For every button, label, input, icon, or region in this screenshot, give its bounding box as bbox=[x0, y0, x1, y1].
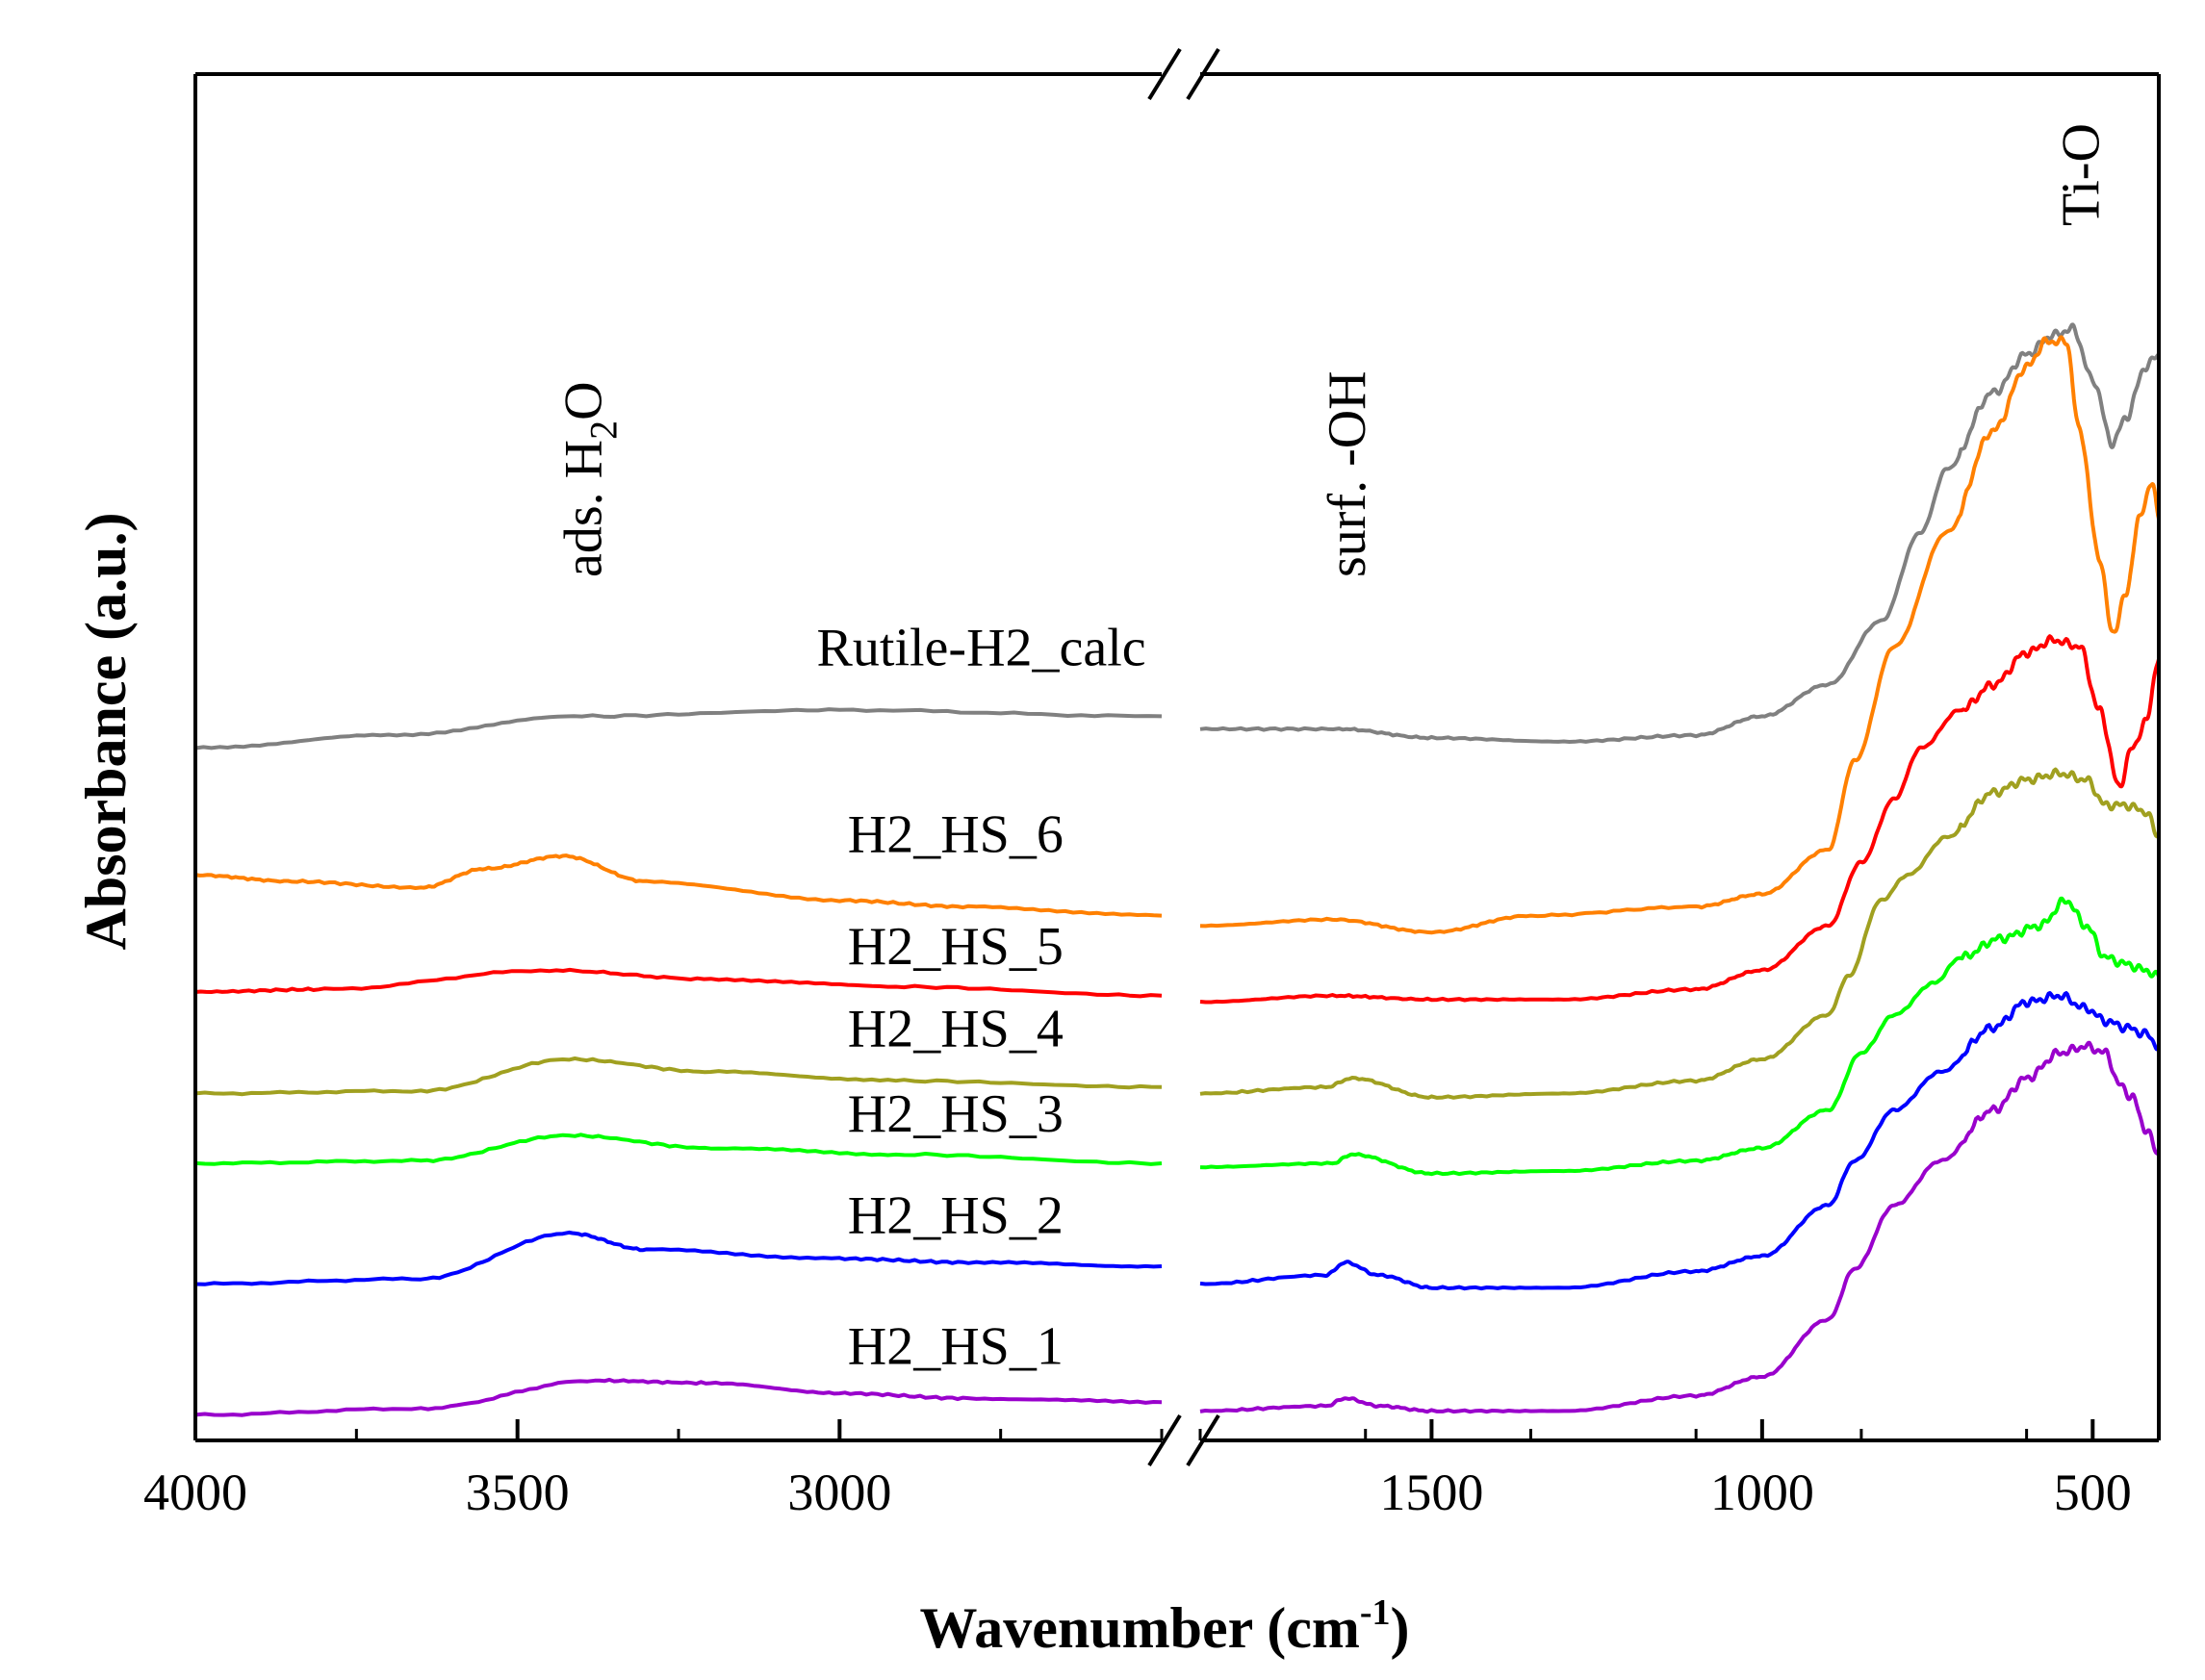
band-annotations: ads. H2O surf. -OH Ti-O bbox=[554, 123, 2112, 577]
x-tick-label: 4000 bbox=[143, 1464, 247, 1521]
x-tick-label: 1000 bbox=[1710, 1464, 1814, 1521]
series-line-rutile-h2-calc bbox=[194, 707, 1163, 751]
series-labels: Rutile-H2_calc H2_HS_6 H2_HS_5 H2_HS_4 H2_HS… bbox=[817, 619, 1146, 1377]
series-layer bbox=[194, 322, 2161, 1417]
series-line-h2-hs-2 bbox=[194, 1230, 1163, 1286]
plot-frame bbox=[193, 47, 2161, 1467]
x-tick-label: 1500 bbox=[1379, 1464, 1483, 1521]
axis-break-mark bbox=[1147, 47, 1182, 101]
y-axis-title: Absorbance (a.u.) bbox=[74, 512, 138, 950]
series-label: H2_HS_2 bbox=[848, 1186, 1064, 1246]
series-line-h2-hs-4 bbox=[1199, 767, 2161, 1100]
series-line-h2-hs-4 bbox=[194, 1056, 1163, 1097]
series-line-h2-hs-5 bbox=[194, 967, 1163, 999]
axis-break-mark bbox=[1186, 47, 1220, 101]
series-line-h2-hs-3 bbox=[1199, 896, 2161, 1177]
x-axis-title: Wavenumber (cm-1) bbox=[920, 1592, 1410, 1660]
series-label: H2_HS_6 bbox=[848, 805, 1064, 865]
series-line-h2-hs-6 bbox=[1199, 335, 2161, 935]
series-line-rutile-h2-calc bbox=[1199, 322, 2161, 744]
x-tick-label: 500 bbox=[2054, 1464, 2132, 1521]
band-annotation: ads. H2O bbox=[554, 381, 626, 577]
series-label: Rutile-H2_calc bbox=[817, 619, 1146, 678]
band-annotation: Ti-O bbox=[2052, 123, 2112, 226]
x-axis-ticks: 4000 3500 3000 1500 1000 500 bbox=[143, 1419, 2132, 1521]
series-line-h2-hs-1 bbox=[1199, 1040, 2161, 1414]
series-label: H2_HS_5 bbox=[848, 917, 1064, 977]
series-label: H2_HS_1 bbox=[848, 1317, 1064, 1377]
x-tick-label: 3500 bbox=[466, 1464, 570, 1521]
axis-break-mark bbox=[1147, 1413, 1182, 1467]
series-label: H2_HS_3 bbox=[848, 1084, 1064, 1144]
axis-break-mark bbox=[1186, 1413, 1220, 1467]
series-line-h2-hs-6 bbox=[194, 853, 1163, 918]
series-line-h2-hs-5 bbox=[1199, 634, 2161, 1005]
x-tick-label: 3000 bbox=[787, 1464, 891, 1521]
series-line-h2-hs-1 bbox=[194, 1377, 1163, 1417]
band-annotation: surf. -OH bbox=[1318, 370, 1377, 577]
series-line-h2-hs-3 bbox=[194, 1133, 1163, 1166]
series-line-h2-hs-2 bbox=[1199, 991, 2161, 1291]
series-label: H2_HS_4 bbox=[848, 1000, 1064, 1059]
